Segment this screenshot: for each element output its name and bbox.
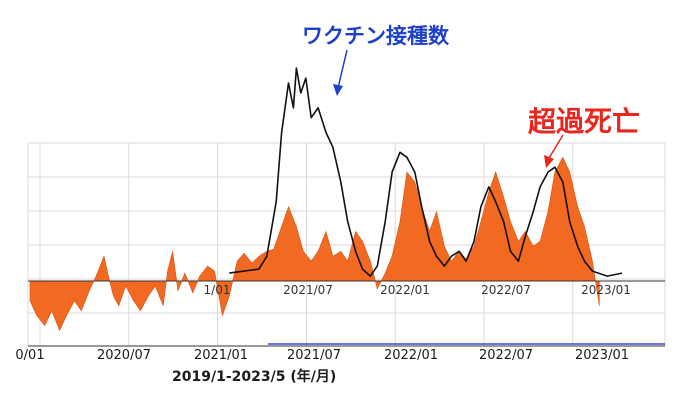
x-tick-label: 2021/01 <box>194 348 248 363</box>
annotation-arrows <box>333 49 564 168</box>
excess-deaths-area <box>28 156 665 332</box>
x-tick-label: 2021/07 <box>287 348 341 363</box>
date-range-caption: 2019/1-2023/5 (年/月) <box>172 369 337 385</box>
vaccination-arrowhead <box>333 84 343 96</box>
vaccination-series-line <box>229 67 623 277</box>
excess-deaths-annotation: 超過死亡 <box>528 105 641 138</box>
vaccination-annotation: ワクチン接種数 <box>302 24 449 48</box>
inner-x-tick-label: 2022/07 <box>481 283 531 297</box>
chart-axes: 0/01 2020/07 2021/01 2021/07 2022/01 2022/07 2… <box>15 283 665 363</box>
excess-deaths-arrow <box>548 134 564 159</box>
x-tick-label: 2023/01 <box>575 348 629 363</box>
inner-x-tick-label: 2023/01 <box>581 283 631 297</box>
x-tick-label: 2022/01 <box>384 348 438 363</box>
excess-deaths-fill <box>29 156 600 332</box>
x-tick-label: 2020/07 <box>97 348 151 363</box>
vaccination-line <box>229 67 623 277</box>
x-tick-label: 2022/07 <box>479 348 533 363</box>
excess-deaths-arrowhead <box>544 155 554 168</box>
inner-x-tick-label: 2022/01 <box>380 283 430 297</box>
x-tick-label: 0/01 <box>15 348 44 363</box>
inner-x-tick-label: 1/01 <box>204 283 231 297</box>
inner-x-tick-label: 2021/07 <box>283 283 333 297</box>
vaccination-arrow <box>337 49 348 89</box>
